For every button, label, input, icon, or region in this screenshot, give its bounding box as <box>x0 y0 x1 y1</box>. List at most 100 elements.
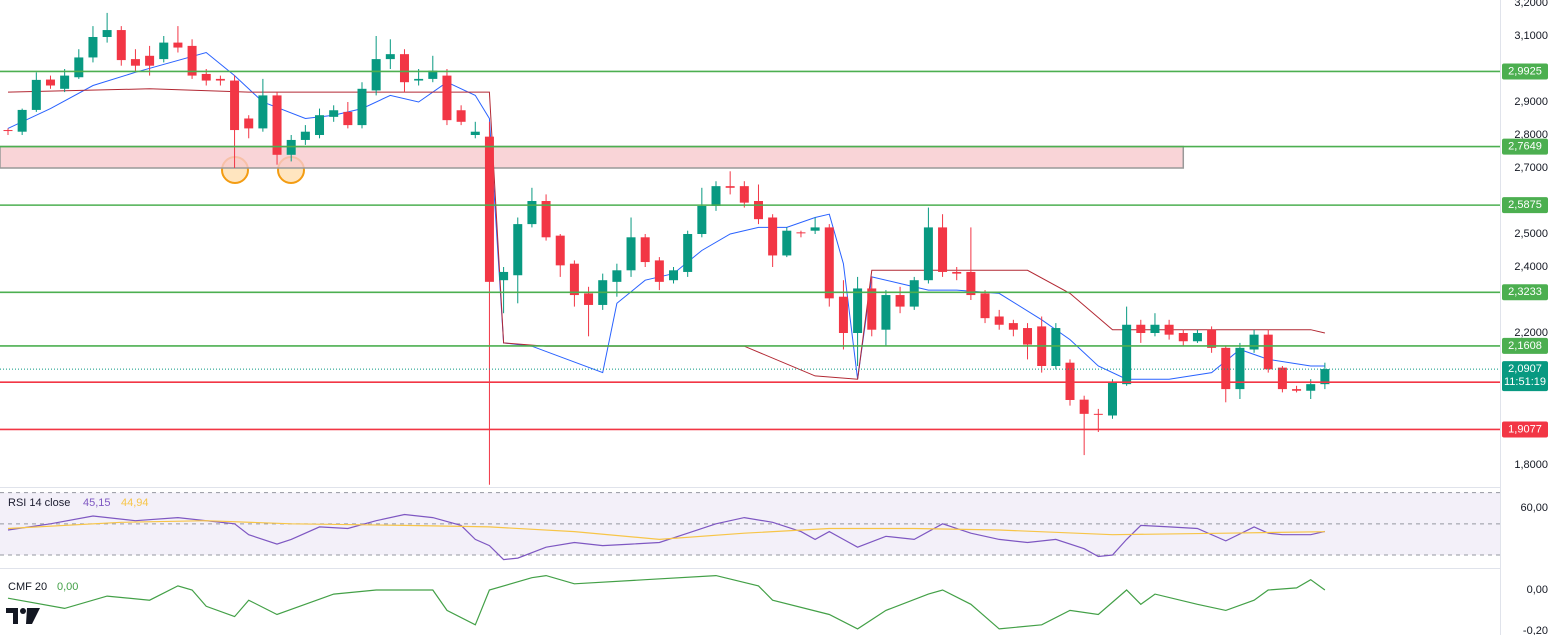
level-label: 2,3233 <box>1508 286 1542 298</box>
level-tag <box>1502 138 1548 155</box>
candle-body <box>414 78 424 81</box>
candle-body <box>569 263 579 296</box>
candle-body <box>1207 329 1217 348</box>
candle-body <box>881 295 891 330</box>
candle-body <box>1263 334 1273 370</box>
level-label: 2,1608 <box>1508 340 1542 352</box>
level-label: 2,9925 <box>1508 65 1542 77</box>
candle-body <box>1192 333 1202 342</box>
level-tag <box>1502 284 1548 301</box>
candle-body <box>782 230 792 256</box>
candle-body <box>145 55 155 66</box>
candle-body <box>555 235 565 266</box>
level-tag <box>1502 421 1548 438</box>
candle-body <box>272 95 282 155</box>
candle-body <box>867 288 877 330</box>
candle-body <box>470 131 480 135</box>
logo-part <box>26 608 40 624</box>
logo-part <box>6 608 18 624</box>
candle-body <box>952 271 962 274</box>
y-tick-label: 2,2000 <box>1514 327 1548 339</box>
level-label: 2,5875 <box>1508 199 1542 211</box>
candle-body <box>74 57 84 78</box>
candle-body <box>796 232 806 234</box>
candle-body <box>300 131 310 140</box>
candle-body <box>17 109 27 132</box>
readout: 44,94 <box>121 497 149 509</box>
candle-body <box>994 316 1004 325</box>
candle-body <box>612 270 622 282</box>
indicator-line <box>7 574 1326 630</box>
candle-body <box>640 237 650 263</box>
candle-body <box>753 201 763 220</box>
candle-body <box>980 293 990 319</box>
logo-part <box>20 608 26 614</box>
candle-body <box>711 186 721 206</box>
countdown: 11:51:19 <box>1504 376 1546 388</box>
y-tick-label: 3,2000 <box>1514 0 1548 9</box>
candle-body <box>527 201 537 225</box>
candle-body <box>1051 328 1061 366</box>
candle-body <box>1320 369 1330 385</box>
candle-body <box>499 271 509 281</box>
candle-body <box>1178 333 1188 342</box>
candle-body <box>371 59 381 91</box>
y-tick-label: 2,5000 <box>1514 228 1548 240</box>
candle-body <box>102 30 112 37</box>
candle-body <box>1008 323 1018 330</box>
candle-body <box>1221 347 1231 390</box>
candle-body <box>1136 324 1146 333</box>
candle-body <box>1023 328 1033 345</box>
candle-body <box>966 271 976 296</box>
readout: 0,00 <box>57 581 78 593</box>
candle-body <box>824 227 834 299</box>
candle-body <box>215 78 225 81</box>
candle-body <box>895 295 905 307</box>
candle-body <box>1079 399 1089 414</box>
candle-body <box>1164 324 1174 335</box>
candle-body <box>399 54 409 83</box>
candle-body <box>116 30 126 61</box>
y-tick-label: 2,7000 <box>1514 162 1548 174</box>
candle-body <box>584 293 594 305</box>
candle-body <box>456 110 466 122</box>
candle-body <box>258 95 268 129</box>
candle-body <box>45 79 55 86</box>
candle-body <box>541 201 551 238</box>
last-price-tag <box>1502 361 1548 392</box>
candle-body <box>60 75 70 89</box>
indicator-line <box>7 51 1325 380</box>
candle-body <box>130 59 140 66</box>
candle-body <box>3 130 13 132</box>
y-tick-label: 2,4000 <box>1514 261 1548 273</box>
candle-body <box>1306 384 1316 391</box>
candle-body <box>1235 347 1245 390</box>
resistance-zone <box>0 145 1185 169</box>
candle-body <box>357 88 367 126</box>
candle-body <box>31 79 41 110</box>
rsi-title: RSI 14 close <box>8 497 70 509</box>
y-tick-label: -0,20 <box>1523 625 1548 635</box>
y-tick-label: 2,9000 <box>1514 96 1548 108</box>
cmf-title: CMF 20 <box>8 581 47 593</box>
candle-body <box>739 186 749 203</box>
candle-body <box>626 237 636 271</box>
candle-body <box>1150 324 1160 333</box>
y-tick-label: 3,1000 <box>1514 30 1548 42</box>
candle-body <box>838 296 848 333</box>
y-tick-label: 0,00 <box>1527 584 1548 596</box>
candle-body <box>654 260 664 282</box>
candle-body <box>1249 334 1259 350</box>
y-tick-label: 1,8000 <box>1514 459 1548 471</box>
candle-body <box>810 227 820 231</box>
candle-body <box>1292 389 1302 391</box>
candle-body <box>484 136 494 282</box>
candle-body <box>725 186 735 188</box>
candle-body <box>329 110 339 117</box>
candle-body <box>909 280 919 307</box>
candle-body <box>938 227 948 272</box>
candle-body <box>923 227 933 281</box>
candle-body <box>853 288 863 333</box>
